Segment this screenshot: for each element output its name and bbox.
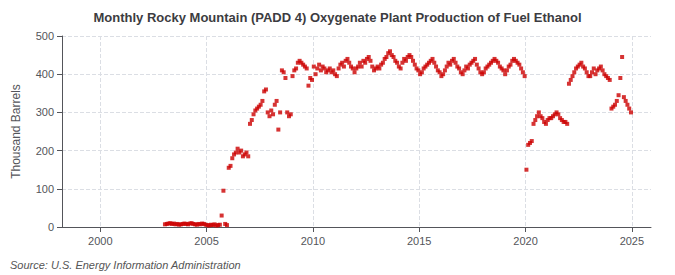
svg-text:2000: 2000 bbox=[88, 235, 112, 247]
svg-text:Thousand Barrels: Thousand Barrels bbox=[9, 84, 23, 179]
svg-text:Monthly Rocky Mountain (PADD 4: Monthly Rocky Mountain (PADD 4) Oxygenat… bbox=[93, 10, 581, 25]
svg-text:500: 500 bbox=[36, 30, 54, 42]
svg-text:100: 100 bbox=[36, 183, 54, 195]
svg-text:2025: 2025 bbox=[620, 235, 644, 247]
svg-text:300: 300 bbox=[36, 106, 54, 118]
svg-text:2005: 2005 bbox=[194, 235, 218, 247]
svg-text:2015: 2015 bbox=[407, 235, 431, 247]
svg-text:Source: U.S. Energy Informatio: Source: U.S. Energy Information Administ… bbox=[10, 259, 241, 271]
svg-text:400: 400 bbox=[36, 68, 54, 80]
svg-text:0: 0 bbox=[48, 221, 54, 233]
svg-text:2010: 2010 bbox=[301, 235, 325, 247]
svg-text:2020: 2020 bbox=[513, 235, 537, 247]
svg-text:200: 200 bbox=[36, 145, 54, 157]
